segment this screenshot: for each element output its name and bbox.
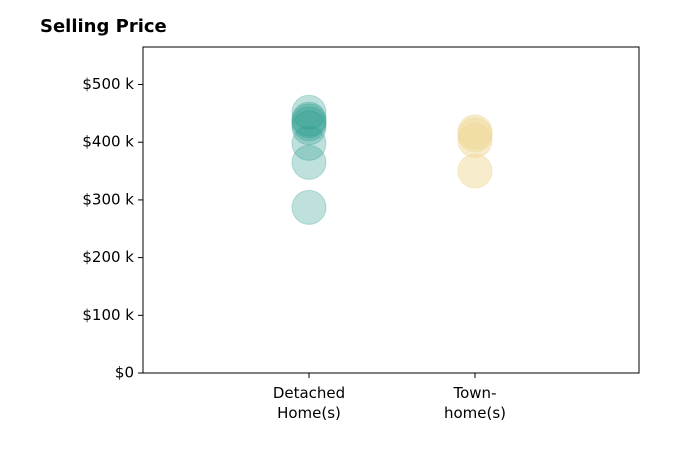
x-tick-label: Detached: [273, 384, 345, 402]
y-tick-label: $200 k: [82, 248, 134, 266]
data-point: [291, 101, 327, 137]
data-point: [291, 110, 327, 146]
y-tick-label: $500 k: [82, 75, 134, 93]
data-point: [291, 103, 327, 139]
y-tick-label: $300 k: [82, 190, 134, 208]
plot-frame: [142, 46, 640, 374]
x-axis: Detached Home(s) Town-home(s): [273, 373, 506, 422]
data-point: [457, 114, 493, 150]
y-tick-label: $0: [115, 364, 134, 382]
data-point: [291, 106, 327, 142]
data-point: [457, 153, 493, 189]
y-tick-label: $100 k: [82, 306, 134, 324]
points-layer: [291, 94, 493, 225]
chart-title: Selling Price: [40, 16, 167, 37]
data-point: [291, 189, 327, 225]
x-tick-label: home(s): [444, 404, 506, 422]
data-point: [291, 125, 327, 161]
y-axis: $0 $100 k $200 k $300 k $400 k $500 k: [82, 75, 143, 382]
x-tick-label: Town-: [453, 384, 497, 402]
data-point: [291, 144, 327, 180]
data-point: [291, 94, 327, 130]
x-tick-label: Home(s): [277, 404, 341, 422]
y-tick-label: $400 k: [82, 133, 134, 151]
